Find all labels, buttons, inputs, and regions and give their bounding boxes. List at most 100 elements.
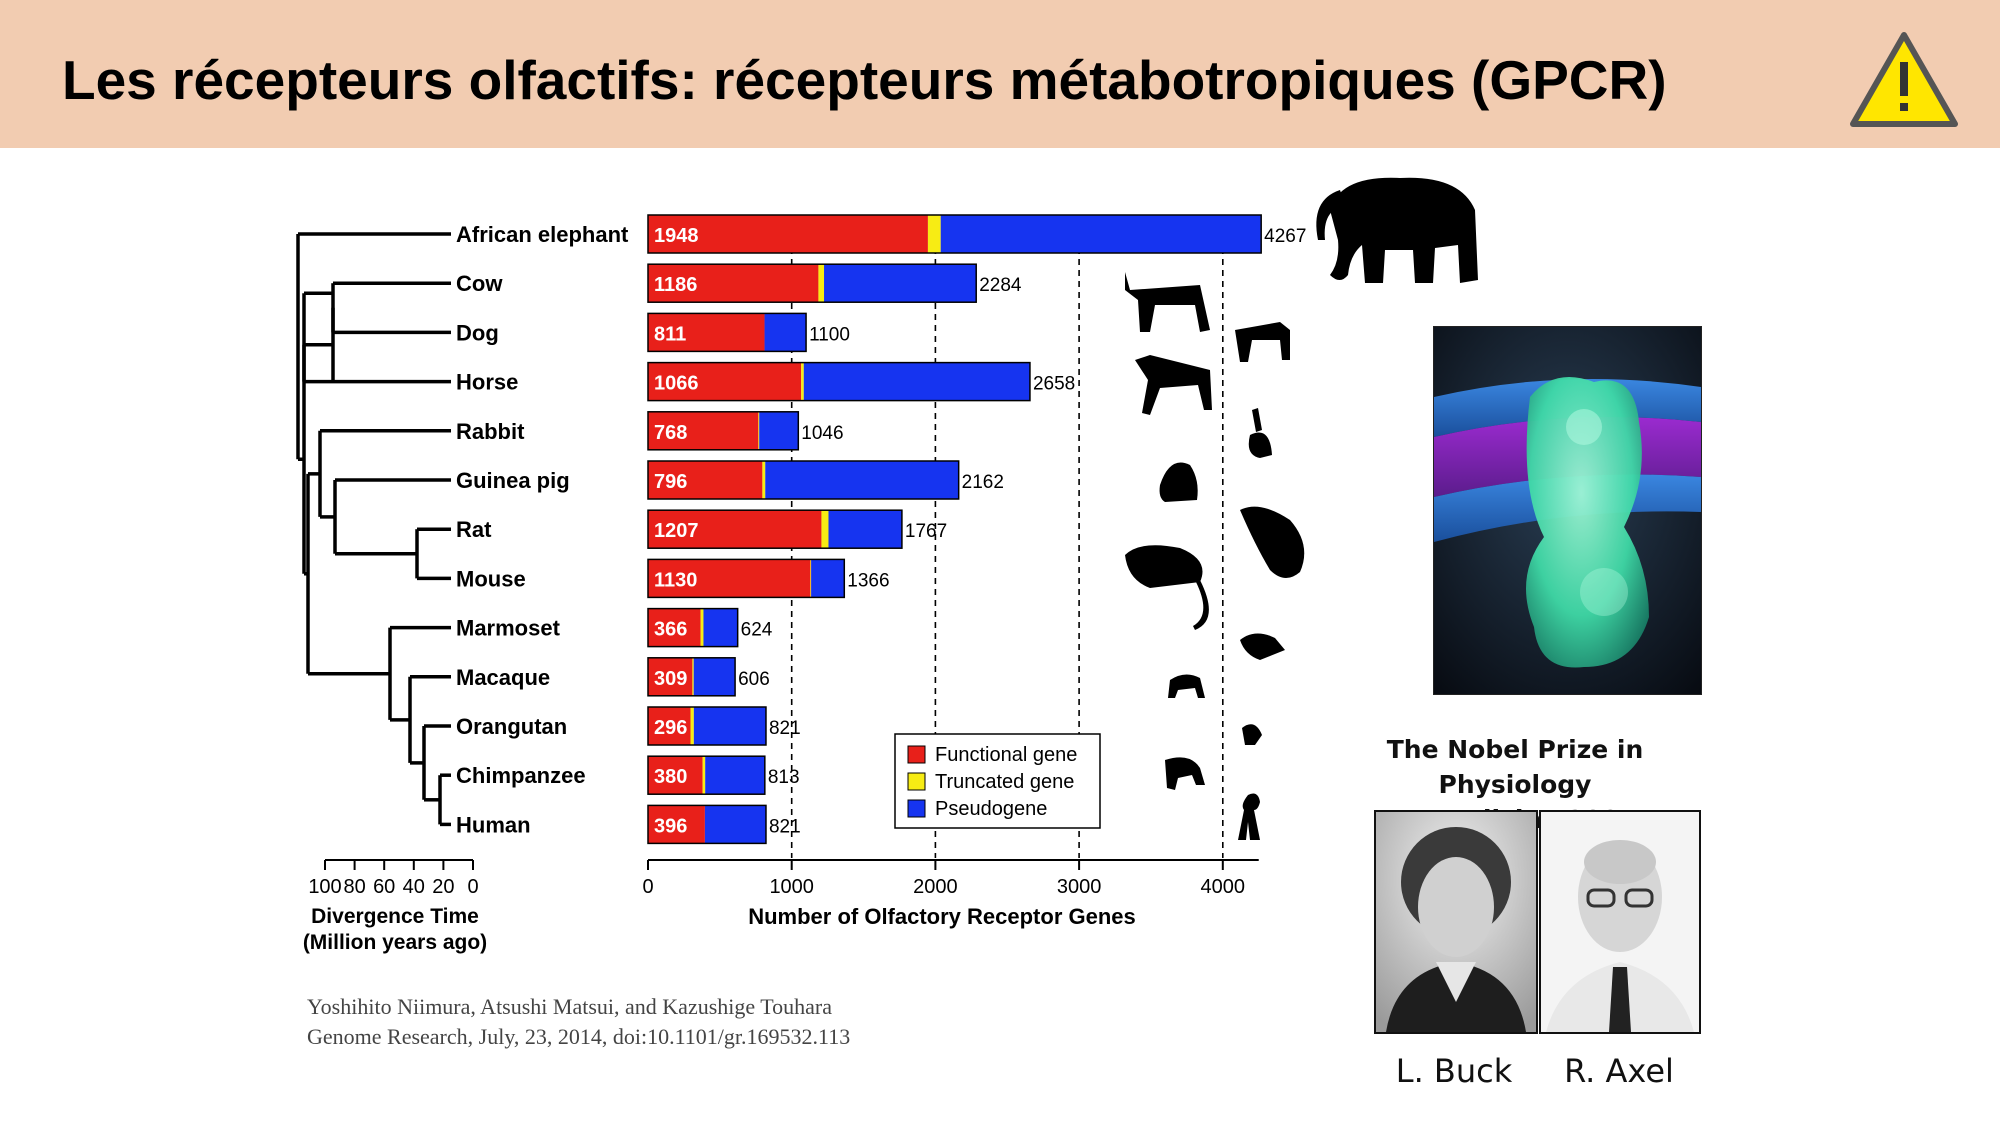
- time-tick-label-80: 80: [343, 876, 365, 898]
- bar-2-6: [828, 510, 902, 549]
- bar-0-3: [648, 362, 802, 401]
- functional-label-3: 1066: [654, 373, 699, 395]
- x-tick-label-2000: 2000: [913, 876, 958, 898]
- chart-x-axis: 0 1000 2000 3000 4000 Number of Olfactory Rec…: [642, 859, 1259, 929]
- legend-label-0: Functional gene: [935, 744, 1077, 766]
- bar-0-4: [648, 411, 759, 450]
- bar-0-5: [648, 461, 763, 499]
- bar-2-3: [803, 362, 1030, 401]
- bar-0-7: [648, 559, 811, 598]
- orangutan-icon: [1242, 724, 1262, 745]
- bar-outline-11: [647, 755, 766, 795]
- species-label-2: Dog: [456, 320, 499, 345]
- human-icon: [1238, 793, 1260, 840]
- bar-outline-3: [647, 361, 1031, 402]
- total-label-5: 2162: [962, 472, 1004, 493]
- bar-2-8: [703, 608, 738, 647]
- elephant-trunk-icon: [1316, 190, 1345, 240]
- bar-outline-6: [647, 509, 903, 549]
- species-label-0: African elephant: [456, 222, 629, 247]
- bar-outline-12: [647, 804, 767, 845]
- bar-outline-10: [647, 706, 767, 746]
- laureate-name-buck: L. Buck: [1395, 1052, 1513, 1090]
- total-label-8: 624: [741, 620, 773, 641]
- total-label-9: 606: [738, 669, 770, 690]
- bar-0-6: [648, 510, 822, 549]
- functional-label-2: 811: [654, 323, 686, 345]
- bar-0-1: [648, 264, 819, 303]
- chart-labels: 1948 4267 African elephant 1186 2284 Cow 811 11…: [456, 222, 1306, 837]
- bar-2-7: [811, 559, 845, 598]
- bar-outline-4: [647, 411, 800, 451]
- legend-label-1: Truncated gene: [935, 771, 1074, 793]
- bar-2-5: [765, 461, 959, 499]
- x-tick-label-3000: 3000: [1057, 876, 1102, 898]
- time-tick-label-0: 0: [467, 876, 478, 898]
- bar-outline-5: [647, 460, 960, 500]
- bar-outline-0: [647, 214, 1262, 254]
- bar-outline-8: [647, 607, 739, 648]
- functional-label-12: 396: [654, 815, 687, 837]
- chimpanzee-icon: [1165, 757, 1205, 790]
- total-label-6: 1767: [905, 521, 947, 542]
- divergence-time-axis: 100 80 60 40 20 0 Divergence Time (Million year…: [303, 859, 487, 954]
- bar-2-11: [705, 756, 765, 795]
- functional-label-0: 1948: [654, 225, 699, 247]
- bar-0-11: [648, 756, 703, 795]
- functional-label-11: 380: [654, 766, 687, 788]
- time-tick-label-40: 40: [403, 876, 425, 898]
- bar-1-1: [818, 264, 825, 303]
- legend-swatch-2: [907, 799, 926, 818]
- portrait-buck: [1374, 810, 1538, 1034]
- functional-label-5: 796: [654, 471, 687, 493]
- total-label-3: 2658: [1033, 374, 1075, 395]
- time-tick-label-60: 60: [373, 876, 395, 898]
- bar-2-4: [759, 411, 799, 450]
- nobel-prize-caption: The Nobel Prize in Physiology or Medicin…: [1310, 732, 1720, 837]
- bar-1-6: [821, 510, 829, 549]
- legend-box: [894, 733, 1101, 829]
- time-axis-title-2: (Million years ago): [303, 931, 487, 954]
- gpcr-protein-image: [1433, 326, 1702, 695]
- bar-1-3: [801, 362, 804, 401]
- elephant-icon: [1330, 177, 1478, 283]
- cow-icon: [1125, 272, 1210, 332]
- bar-0-8: [648, 608, 701, 647]
- rabbit-icon: [1248, 408, 1272, 458]
- slide-title: Les récepteurs olfactifs: récepteurs mét…: [62, 49, 1667, 111]
- marmoset-icon: [1240, 633, 1285, 660]
- species-label-11: Chimpanzee: [456, 763, 586, 788]
- bar-outline-1: [647, 263, 977, 303]
- bar-outline-7: [647, 558, 846, 599]
- total-label-11: 813: [768, 767, 800, 788]
- functional-label-9: 309: [654, 668, 687, 690]
- bar-2-0: [940, 215, 1262, 253]
- bar-0-2: [648, 313, 765, 352]
- guinea-pig-icon: [1159, 462, 1198, 502]
- time-tick-label-100: 100: [308, 876, 341, 898]
- citation-journal: Genome Research, July, 23, 2014, doi:10.…: [307, 1024, 851, 1049]
- bar-1-10: [690, 707, 694, 745]
- x-tick-label-0: 0: [642, 876, 653, 898]
- bar-1-9: [692, 657, 694, 696]
- portrait-axel: [1539, 810, 1701, 1034]
- species-label-8: Marmoset: [456, 616, 561, 641]
- legend-label-2: Pseudogene: [935, 798, 1047, 820]
- total-label-0: 4267: [1264, 226, 1306, 247]
- bar-0-9: [648, 657, 693, 696]
- time-axis-title-1: Divergence Time: [311, 905, 479, 928]
- functional-label-7: 1130: [654, 569, 697, 591]
- species-label-5: Guinea pig: [456, 468, 570, 493]
- total-label-12: 821: [769, 816, 801, 837]
- species-label-1: Cow: [456, 271, 503, 296]
- species-label-3: Horse: [456, 370, 518, 395]
- bar-1-7: [810, 559, 812, 598]
- dog-icon: [1235, 322, 1290, 362]
- species-label-10: Orangutan: [456, 714, 567, 739]
- laureate-name-axel: R. Axel: [1564, 1052, 1674, 1090]
- rat-icon: [1125, 545, 1209, 630]
- x-tick-label-1000: 1000: [769, 876, 814, 898]
- horse-icon: [1135, 355, 1212, 415]
- citation-authors: Yoshihito Niimura, Atsushi Matsui, and K…: [307, 994, 833, 1019]
